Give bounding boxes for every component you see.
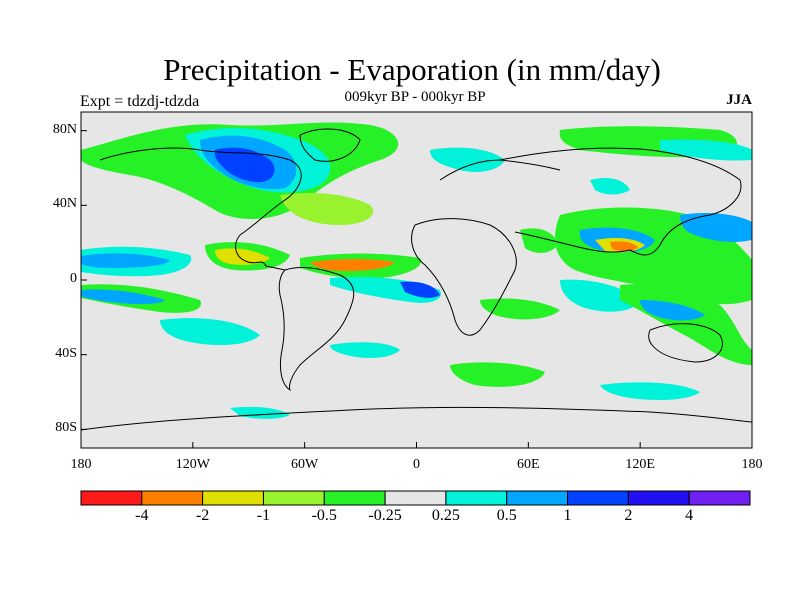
y-tick-label: 40N [52,196,77,212]
coastline-africa [411,218,517,336]
colorbar-segment [688,490,751,506]
colorbar-label: -4 [135,507,149,524]
x-tick-label: 60E [517,457,540,472]
colorbar-segment [506,490,569,506]
x-tick-label: 180 [70,457,92,472]
colorbar-label: 2 [624,507,633,524]
colorbar-segment [262,490,325,506]
anomaly-blob [310,259,395,271]
anomaly-blob [520,228,558,253]
anomaly-blob [610,241,638,252]
colorbar-segment [202,490,264,506]
anomaly-blob [590,178,630,195]
anomaly-blob [81,253,170,268]
colorbar-segment [323,490,386,506]
axis-ticks [80,130,753,448]
chart-title: Precipitation - Evaporation (in mm/day) [163,52,661,87]
anomaly-blob [640,300,705,321]
anomaly-blob [214,147,275,183]
anomaly-blob [81,289,165,305]
x-tick-label: 60W [291,457,319,472]
precip-field [81,122,752,419]
colorbar-label: 0.5 [496,507,517,524]
anomaly-blob [680,212,752,243]
anomaly-blob [330,342,400,358]
coastline-australia [648,323,723,363]
colorbar-label: 1 [563,507,572,524]
chart-subtitle: 009kyr BP - 000kyr BP [344,89,486,105]
colorbar-segment [445,490,508,506]
y-tick-label: 40S [55,345,77,361]
anomaly-blob [160,318,260,346]
colorbar [80,490,751,506]
anomaly-blob [400,281,440,298]
colorbar-label: -0.25 [368,507,402,524]
colorbar-label: -0.5 [311,507,337,524]
colorbar-segment [627,490,690,506]
colorbar-label: 4 [685,507,694,524]
anomaly-blob [660,139,752,161]
anomaly-blob [430,147,505,172]
anomaly-blob [480,298,560,320]
season-label: JJA [726,92,752,108]
colorbar-segment [384,490,447,506]
colorbar-label: -1 [256,507,271,524]
anomaly-blob [280,193,374,225]
anomaly-blob [600,382,700,400]
coastline-europe [439,159,561,181]
coastline-north-america [99,147,302,271]
colorbar-segment [141,490,204,506]
coastline-antarctica [81,406,752,431]
coastlines [81,128,752,431]
anomaly-blob [215,248,270,265]
colorbar-segment [80,490,143,506]
anomaly-blob [450,362,545,387]
experiment-label: Expt = tdzdj-tdzda [80,93,200,110]
colorbar-segment [567,490,629,506]
colorbar-label: 0.25 [431,507,460,524]
y-tick-label: 0 [70,271,77,286]
y-tick-label: 80S [55,420,77,436]
colorbar-label: -2 [195,507,210,524]
y-tick-label: 80N [52,121,77,137]
x-tick-label: 0 [413,457,420,472]
x-tick-label: 120W [175,457,210,472]
x-tick-label: 120E [625,457,655,472]
x-tick-label: 180 [741,457,763,472]
coastline-south-america [278,267,355,392]
anomaly-blob [560,279,640,312]
coastline-asia [499,147,742,256]
coastline-greenland [299,128,361,162]
